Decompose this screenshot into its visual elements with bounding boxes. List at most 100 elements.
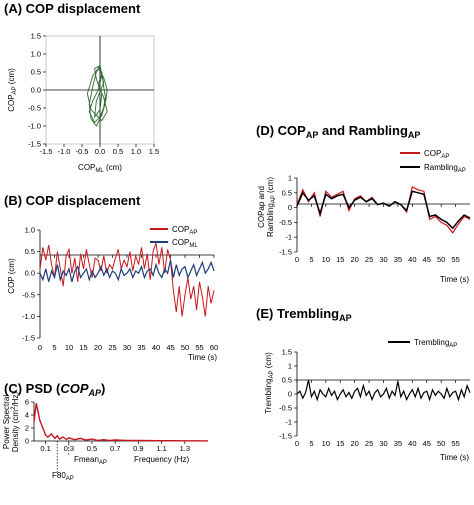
- panel-e-ylabel: TremblingAP (cm): [264, 352, 275, 414]
- panel-c-y-tick-label: 2: [25, 424, 29, 433]
- panel-e-x-tick-label: 45: [423, 439, 431, 448]
- panel-e-y-tick-label: 0: [288, 390, 292, 399]
- panel-e-y-tick-label: 1: [288, 362, 292, 371]
- panel-a-y-tick-label: 0.0: [31, 86, 41, 95]
- panel-d-x-tick-label: 0: [295, 255, 299, 264]
- panel-d-ylabel-line1: COPap and: [257, 186, 266, 228]
- panel-c-y-tick-label: 6: [25, 398, 29, 407]
- panel-b-y-tick-label: -1.5: [22, 334, 35, 343]
- panel-e-legend: TremblingAP: [414, 338, 457, 349]
- panel-c-psd-curve: [33, 403, 209, 442]
- panel-e-series-trembling-ap: [296, 379, 471, 402]
- panel-d-y-tick-label: 1: [288, 174, 292, 183]
- panel-a-y-tick-label: 1.5: [31, 32, 41, 41]
- panel-d-x-tick-label: 20: [350, 255, 358, 264]
- panel-d: (D) COPAP and RamblingAP 1 0.5 0 -0.5 -1 -1.5…: [256, 123, 471, 284]
- panel-a-y-tick-label: 0.5: [31, 68, 41, 77]
- panel-e-y-tick-label: 0.5: [282, 376, 292, 385]
- panel-e-x-tick-label: 55: [451, 439, 459, 448]
- panel-c-ylabel-line1: Power Spectral: [2, 395, 11, 449]
- panel-a-y-tick-label: -1.5: [28, 140, 41, 149]
- panel-b-x-tick-label: 10: [65, 343, 73, 352]
- panel-b-x-tick-label: 5: [52, 343, 56, 352]
- panel-e-y-ticks: 1.5 1 0.5 0 -0.5 -1 -1.5: [279, 348, 297, 441]
- panel-c-x-tick-label: 0.9: [133, 444, 143, 453]
- panel-c-fmean-label: FmeanAP: [74, 455, 107, 466]
- panel-e-x-tick-label: 0: [295, 439, 299, 448]
- panel-d-y-tick-label: -1: [285, 233, 292, 242]
- panel-c-x-tick-label: 1.3: [180, 444, 190, 453]
- panel-e-x-tick-label: 15: [336, 439, 344, 448]
- panel-d-x-tick-label: 30: [379, 255, 387, 264]
- panel-b-y-tick-label: -0.5: [22, 290, 35, 299]
- panel-b-x-tick-label: 60: [210, 343, 218, 352]
- panel-d-ylabel-line2: RamblingAP (cm): [266, 177, 277, 237]
- panel-b-x-tick-label: 40: [152, 343, 160, 352]
- panel-b-x-tick-label: 50: [181, 343, 189, 352]
- panel-c-title: (C) PSD (COPAP): [4, 381, 105, 398]
- panel-e-x-tick-label: 30: [379, 439, 387, 448]
- panel-b-title: (B) COP displacement: [4, 193, 141, 208]
- panel-d-x-ticks: 0 5 10 15 20 25 30 35 40 45 50 55: [295, 204, 460, 264]
- panel-e-y-tick-label: -1.5: [279, 432, 292, 441]
- panel-b: (B) COP displacement 1.0 0.5 0.0 -0.5 -1.0 -1…: [4, 193, 218, 362]
- panel-d-x-tick-label: 5: [309, 255, 313, 264]
- panel-e: (E) TremblingAP 1.5 1 0.5 0 -0.5 -1 -1.5 0 5 10 1…: [256, 306, 471, 462]
- panel-e-x-tick-label: 50: [437, 439, 445, 448]
- panel-d-title: (D) COPAP and RamblingAP: [256, 123, 420, 140]
- panel-c-y-ticks: 6 4 2 0: [25, 398, 34, 446]
- panel-b-y-tick-label: 0.0: [25, 269, 35, 278]
- panel-d-xlabel: Time (s): [440, 275, 469, 284]
- panel-a-trajectory: [86, 63, 108, 127]
- panel-c-x-tick-label: 0.7: [110, 444, 120, 453]
- panel-d-x-tick-label: 15: [336, 255, 344, 264]
- panel-b-x-tick-label: 30: [123, 343, 131, 352]
- panel-d-legend-rambling: RamblingAP: [424, 163, 466, 174]
- panel-a-xlabel: COPML (cm): [78, 163, 122, 174]
- panel-d-series-cop-ap: [296, 186, 471, 234]
- panel-b-ylabel: COP (cm): [7, 258, 16, 294]
- panel-b-xlabel: Time (s): [188, 353, 217, 362]
- panel-b-x-tick-label: 45: [166, 343, 174, 352]
- panel-b-y-tick-label: 0.5: [25, 247, 35, 256]
- panel-b-x-tick-label: 55: [195, 343, 203, 352]
- panel-a: (A) COP displacement -1.5 -1.0 -0.5 0.0 0.5 1…: [4, 1, 159, 174]
- panel-b-x-tick-label: 20: [94, 343, 102, 352]
- panel-d-y-tick-label: -0.5: [279, 218, 292, 227]
- panel-a-x-tick-label: -1.5: [40, 147, 53, 156]
- panel-d-x-tick-label: 50: [437, 255, 445, 264]
- panel-d-y-ticks: 1 0.5 0 -0.5 -1 -1.5: [279, 174, 297, 257]
- panel-d-series-rambling-ap: [296, 190, 471, 230]
- panel-d-x-tick-label: 45: [423, 255, 431, 264]
- panel-b-series-cop-ap: [39, 242, 215, 317]
- panel-c-x-ticks: 0.1 0.3 0.5 0.7 0.9 1.1 1.3: [40, 441, 190, 453]
- panel-e-x-tick-label: 25: [365, 439, 373, 448]
- panel-a-y-tick-label: 1.0: [31, 50, 41, 59]
- panel-e-x-ticks: 0 5 10 15 20 25 30 35 40 45 50 55: [295, 380, 460, 448]
- panel-e-x-tick-label: 20: [350, 439, 358, 448]
- panel-a-x-tick-label: 0.5: [113, 147, 123, 156]
- panel-a-y-tick-label: -0.5: [28, 104, 41, 113]
- panel-b-x-tick-label: 15: [79, 343, 87, 352]
- panel-e-x-tick-label: 10: [322, 439, 330, 448]
- panel-c-x-tick-label: 0.1: [40, 444, 50, 453]
- panel-a-ylabel: COPAP (cm): [7, 68, 18, 112]
- panel-a-x-tick-label: -0.5: [76, 147, 89, 156]
- panel-b-y-ticks: 1.0 0.5 0.0 -0.5 -1.0 -1.5: [22, 226, 40, 343]
- panel-a-x-tick-label: 1.0: [131, 147, 141, 156]
- panel-c-xlabel: Frequency (Hz): [134, 455, 189, 464]
- panel-e-x-tick-label: 40: [408, 439, 416, 448]
- panel-d-x-tick-label: 10: [322, 255, 330, 264]
- panel-a-x-tick-label: -1.0: [58, 147, 71, 156]
- panel-c-x-tick-label: 1.1: [156, 444, 166, 453]
- panel-a-x-tick-label: 1.5: [149, 147, 159, 156]
- panel-b-legend-ml: COPML: [172, 238, 198, 249]
- panel-a-x-tick-label: 0.0: [95, 147, 105, 156]
- panel-d-y-tick-label: 0.5: [282, 188, 292, 197]
- panel-a-title: (A) COP displacement: [4, 1, 141, 16]
- panel-b-x-tick-label: 35: [137, 343, 145, 352]
- panel-a-y-tick-label: -1.0: [28, 122, 41, 131]
- panel-b-x-tick-label: 25: [108, 343, 116, 352]
